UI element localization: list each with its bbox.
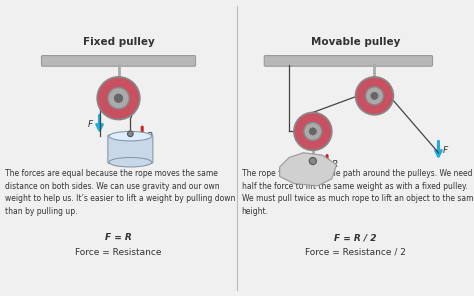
Polygon shape xyxy=(280,153,337,186)
Text: F = R: F = R xyxy=(105,233,132,242)
Text: F: F xyxy=(87,120,92,129)
Circle shape xyxy=(309,157,317,165)
Text: F = R / 2: F = R / 2 xyxy=(334,233,377,242)
Circle shape xyxy=(371,92,378,99)
FancyBboxPatch shape xyxy=(42,56,195,66)
Text: Force = Resistance: Force = Resistance xyxy=(75,247,162,257)
Text: The forces are equal because the rope moves the same
distance on both sides. We : The forces are equal because the rope mo… xyxy=(5,169,235,216)
Circle shape xyxy=(365,87,383,105)
Text: F: F xyxy=(443,146,448,155)
Text: R: R xyxy=(147,132,153,141)
FancyBboxPatch shape xyxy=(264,56,432,66)
Text: R: R xyxy=(332,160,338,169)
FancyBboxPatch shape xyxy=(108,135,153,163)
Text: Movable pulley: Movable pulley xyxy=(311,37,400,46)
Circle shape xyxy=(356,77,393,115)
Circle shape xyxy=(294,112,332,150)
Circle shape xyxy=(108,88,129,109)
Ellipse shape xyxy=(109,157,152,167)
Ellipse shape xyxy=(109,131,152,141)
Circle shape xyxy=(304,123,322,140)
Circle shape xyxy=(97,77,140,120)
Text: Fixed pulley: Fixed pulley xyxy=(82,37,155,46)
Circle shape xyxy=(128,131,133,137)
Text: The rope follows a double path around the pulleys. We need
half the force to lif: The rope follows a double path around th… xyxy=(242,169,474,216)
Circle shape xyxy=(114,94,123,102)
Circle shape xyxy=(309,128,317,135)
Text: Force = Resistance / 2: Force = Resistance / 2 xyxy=(305,247,406,257)
